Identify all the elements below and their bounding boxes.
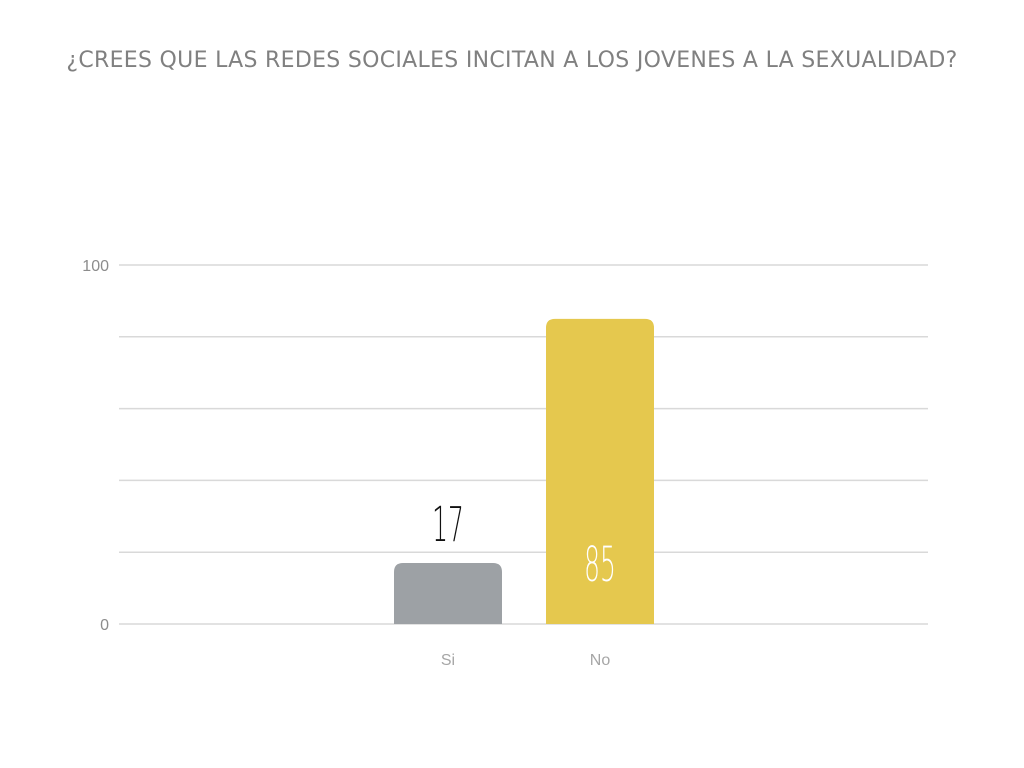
- y-axis-ticks: 0 100: [82, 258, 109, 634]
- value-label-no: 85: [584, 537, 616, 593]
- gridlines: [119, 264, 928, 625]
- bars: [394, 318, 654, 624]
- bar-no: [546, 318, 654, 624]
- y-tick-label: 0: [100, 617, 109, 634]
- bar-si: [394, 562, 502, 624]
- value-label-si: 17: [432, 497, 464, 553]
- x-axis-labels: Si No: [441, 652, 610, 669]
- chart-title: ¿CREES QUE LAS REDES SOCIALES INCITAN A …: [66, 48, 958, 73]
- x-tick-label: Si: [441, 652, 455, 669]
- y-tick-label: 100: [82, 258, 109, 275]
- x-tick-label: No: [590, 652, 611, 669]
